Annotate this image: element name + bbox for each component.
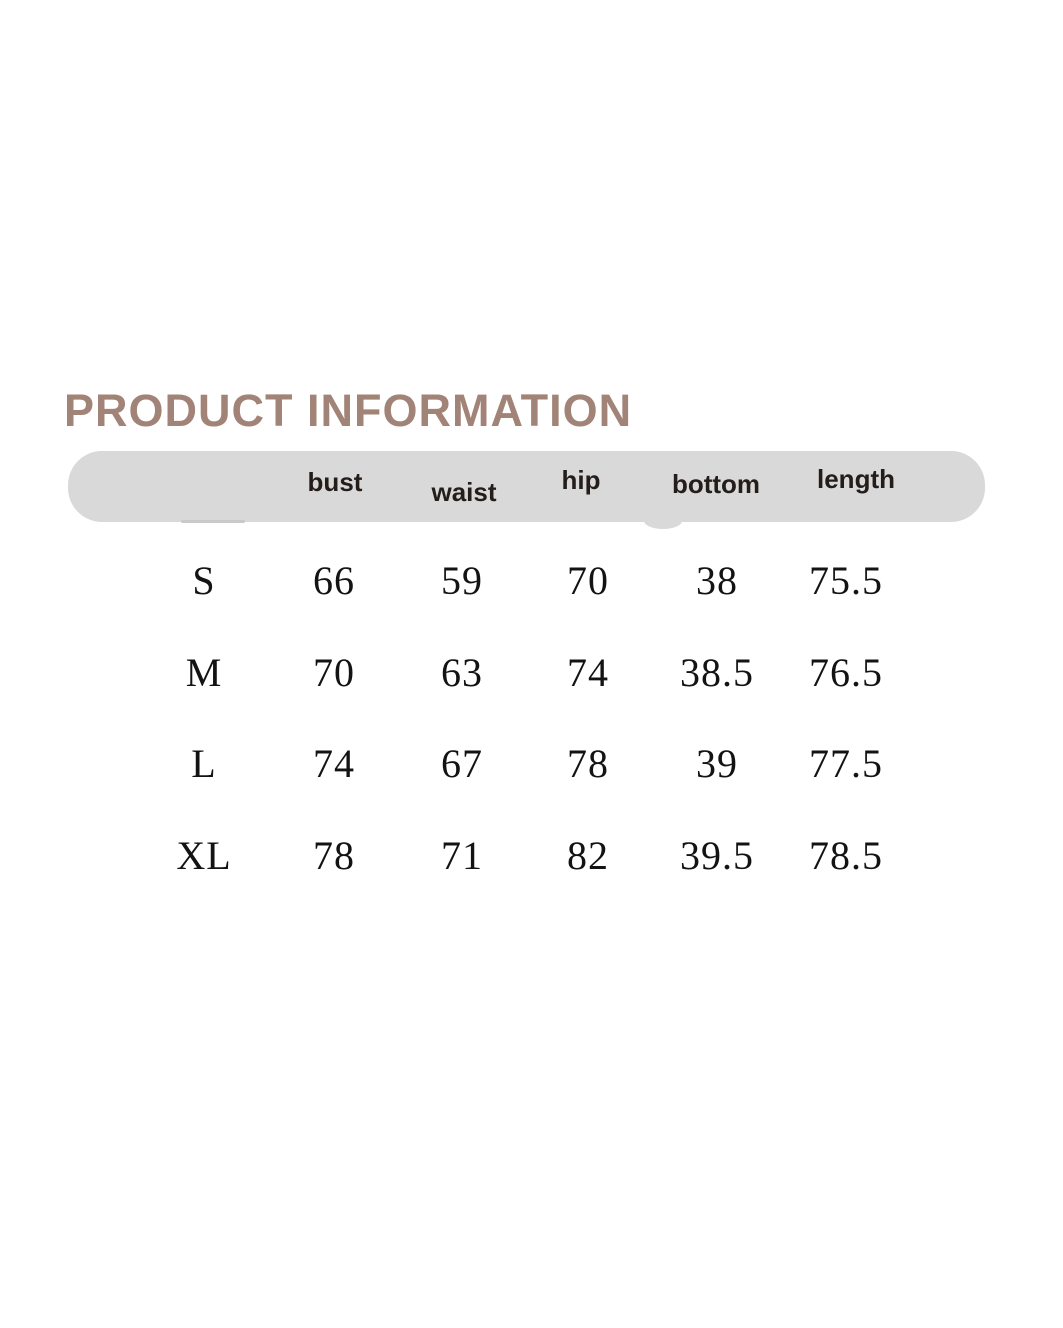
column-header-bust: bust [307,467,363,497]
waist-value: 59 [441,558,483,603]
length-value: 75.5 [809,558,883,603]
bottom-value: 38 [696,558,738,603]
column-header-length: length [817,464,895,494]
bottom-value: 39 [696,741,738,786]
size-label: S [192,558,216,603]
waist-value: 67 [441,741,483,786]
length-value: 77.5 [809,741,883,786]
header-bar-bump [644,513,682,529]
bust-value: 66 [313,558,355,603]
page-title: PRODUCT INFORMATION [64,385,633,437]
length-value: 78.5 [809,833,883,878]
hip-value: 74 [567,650,609,695]
hip-value: 78 [567,741,609,786]
column-header-hip: hip [561,465,601,495]
bottom-value: 39.5 [680,833,754,878]
hip-value: 82 [567,833,609,878]
waist-value: 63 [441,650,483,695]
bust-value: 70 [313,650,355,695]
bust-value: 78 [313,833,355,878]
header-bar-shadow [181,520,245,523]
waist-value: 71 [441,833,483,878]
bust-value: 74 [313,741,355,786]
column-header-bottom: bottom [671,469,761,499]
size-label: L [191,741,217,786]
hip-value: 70 [567,558,609,603]
column-header-waist: waist [431,477,497,507]
size-table-header-bar: bust waist hip bottom length [68,451,985,529]
length-value: 76.5 [809,650,883,695]
size-label: M [185,650,223,695]
size-label: XL [176,833,232,878]
bottom-value: 38.5 [680,650,754,695]
